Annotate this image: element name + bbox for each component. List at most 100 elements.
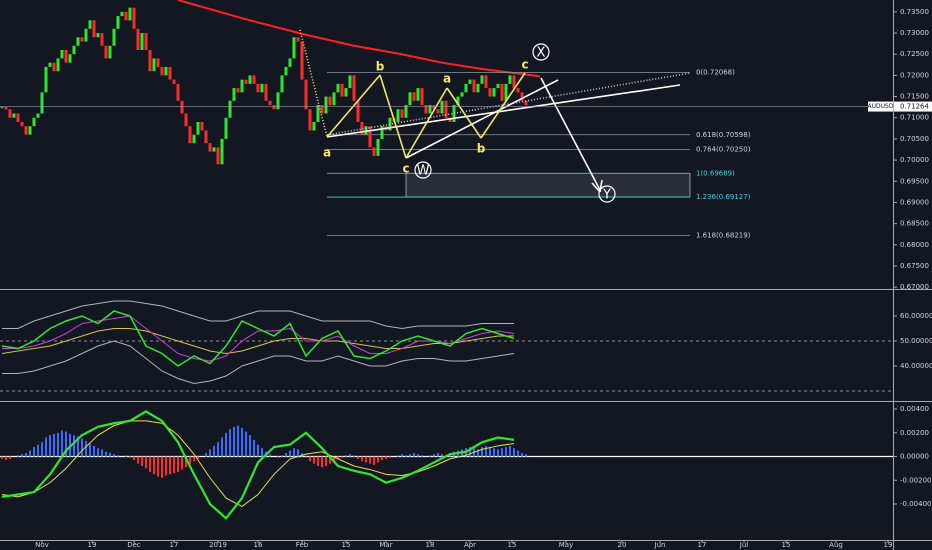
histogram-bar — [141, 456, 143, 467]
candle — [344, 88, 348, 97]
candle — [328, 96, 332, 106]
candle — [300, 41, 304, 80]
trend-line — [326, 84, 681, 138]
candle — [80, 37, 84, 42]
histogram-bar — [89, 443, 91, 457]
candle — [332, 92, 336, 106]
candle — [472, 79, 476, 93]
candle — [476, 83, 480, 93]
candle — [148, 49, 152, 72]
histogram-bar — [5, 456, 7, 461]
candle — [372, 147, 376, 156]
x-tick-label: Nov — [35, 541, 49, 549]
x-tick-label: Jul — [739, 541, 749, 549]
candle — [504, 83, 508, 101]
last-price-label: 0.71264 — [900, 103, 929, 111]
trend-line — [299, 29, 328, 138]
histogram-bar — [77, 436, 79, 457]
candle — [440, 100, 444, 114]
line-series — [2, 315, 515, 362]
histogram-bar — [337, 456, 339, 459]
candle — [204, 130, 208, 144]
histogram-bar — [169, 456, 171, 475]
x-tick-label: 2019 — [209, 541, 227, 549]
candle — [136, 28, 140, 50]
candle — [200, 121, 204, 131]
y-tick-label: 0.68500 — [900, 220, 929, 228]
histogram-bar — [21, 454, 23, 457]
histogram-bar — [157, 456, 159, 477]
candle — [292, 37, 296, 59]
histogram-bar — [489, 447, 491, 457]
histogram-bar — [213, 445, 215, 457]
candle — [280, 75, 284, 93]
candle — [44, 66, 48, 93]
histogram-bar — [217, 442, 219, 457]
candle — [124, 11, 128, 21]
symbol-tag — [868, 101, 893, 112]
candle — [64, 49, 68, 63]
x-tick-label: 20 — [618, 541, 627, 549]
histogram-bar — [309, 456, 311, 462]
histogram-bar — [161, 456, 163, 478]
candle — [36, 113, 40, 118]
candle — [432, 105, 436, 110]
candle — [96, 33, 100, 38]
candle — [108, 45, 112, 59]
y-tick-label: 0.72500 — [900, 50, 929, 58]
histogram-bar — [113, 454, 115, 457]
candle — [312, 121, 316, 131]
line-series — [1, 328, 514, 355]
fib-label: 0.618(0.70598) — [696, 131, 751, 139]
histogram-bar — [229, 429, 231, 457]
histogram-bar — [149, 456, 151, 472]
histogram-bar — [129, 456, 131, 458]
histogram-bar — [277, 456, 279, 458]
line-series — [1, 410, 515, 520]
y-tick-label: 0.72000 — [900, 71, 929, 79]
histogram-bar — [417, 454, 419, 457]
candle — [228, 100, 232, 118]
fib-label: 0(0.72068) — [696, 69, 735, 77]
candle — [20, 121, 24, 127]
x-tick-label: 17 — [170, 541, 179, 549]
histogram-bar — [437, 452, 439, 457]
fib-label: 1.236(0.69127) — [696, 193, 751, 201]
y-tick-label: 50.00000 — [900, 337, 932, 345]
candle — [188, 126, 192, 144]
histogram-bar — [517, 450, 519, 457]
histogram-bar — [469, 447, 471, 457]
histogram-bar — [501, 448, 503, 457]
candle — [456, 96, 460, 106]
x-tick-label: 17 — [698, 541, 707, 549]
histogram-bar — [33, 447, 35, 457]
histogram-bar — [525, 454, 527, 457]
histogram-bar — [477, 449, 479, 457]
histogram-bar — [369, 456, 371, 464]
candle — [180, 100, 184, 114]
candle — [160, 66, 164, 76]
candle — [404, 105, 408, 118]
histogram-bar — [441, 454, 443, 457]
histogram-bar — [293, 448, 295, 457]
y-tick-label: 40.00000 — [900, 362, 932, 370]
y-tick-label: 0.73500 — [900, 8, 929, 16]
candle — [272, 105, 276, 110]
histogram-bar — [429, 455, 431, 457]
histogram-bar — [93, 445, 95, 457]
x-tick-label: Feb — [296, 541, 309, 549]
histogram-bar — [133, 456, 135, 461]
candle — [224, 117, 228, 139]
histogram-bar — [509, 445, 511, 457]
histogram-bar — [361, 456, 363, 462]
line-series — [2, 340, 515, 385]
histogram-bar — [65, 431, 67, 457]
histogram-bar — [209, 449, 211, 457]
candle — [464, 83, 468, 93]
candle — [252, 75, 256, 84]
candle — [496, 83, 500, 89]
trend-line — [480, 72, 526, 139]
wave-label: b — [376, 60, 385, 74]
